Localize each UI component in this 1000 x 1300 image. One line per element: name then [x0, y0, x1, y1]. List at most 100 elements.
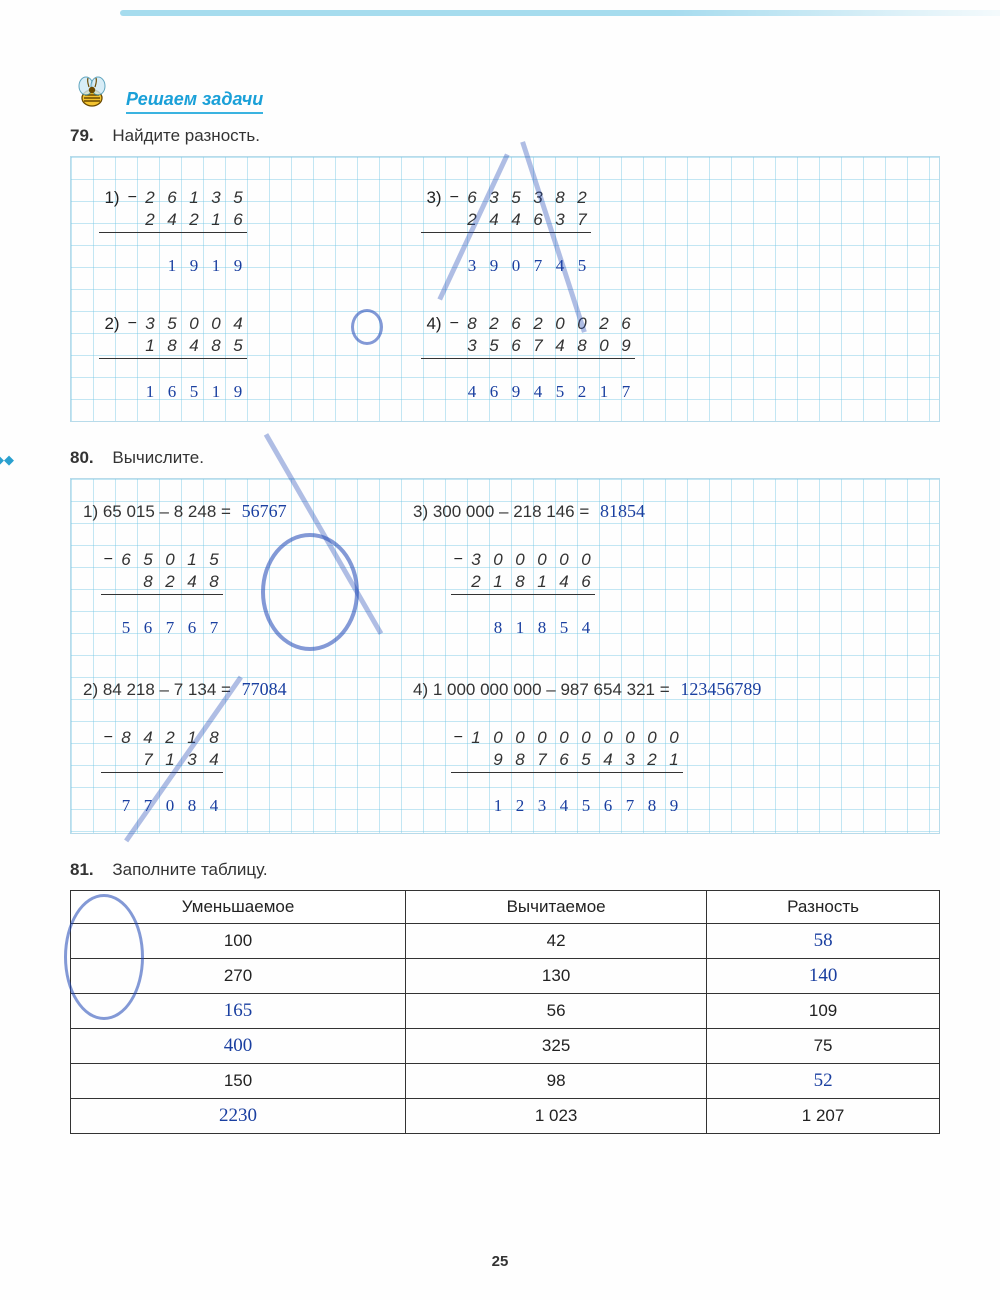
d: 6 [161, 188, 183, 208]
col-1: − 65015 8248 56767 [101, 549, 225, 639]
d: 0 [575, 550, 597, 570]
d: 5 [549, 382, 571, 402]
d: 2 [571, 382, 593, 402]
d: 0 [641, 728, 663, 748]
table-cell: 1 207 [707, 1099, 940, 1134]
d: 0 [509, 728, 531, 748]
table-cell: 140 [707, 959, 940, 994]
task-81-line: 81. Заполните таблицу. [70, 860, 940, 880]
d: 7 [531, 750, 553, 770]
d: 8 [487, 618, 509, 638]
table-cell: 400 [71, 1029, 406, 1064]
d: 2 [483, 314, 505, 334]
d: 5 [227, 188, 249, 208]
sub-2-label: 2) [99, 314, 125, 334]
d: 4 [527, 382, 549, 402]
d: 5 [115, 618, 137, 638]
d: 8 [181, 796, 203, 816]
d: 2 [183, 210, 205, 230]
d: 6 [615, 314, 637, 334]
d: 8 [571, 336, 593, 356]
d: 2 [509, 796, 531, 816]
d: 5 [161, 314, 183, 334]
d: 3 [619, 750, 641, 770]
task-81-wrap: Уменьшаемое Вычитаемое Разность 10042582… [70, 890, 940, 1134]
d: 5 [203, 550, 225, 570]
table-cell: 325 [406, 1029, 707, 1064]
col-2: − 84218 7134 77084 [101, 727, 225, 817]
d: 0 [553, 550, 575, 570]
sub-3: 3)− 635382 244637 390745 [421, 187, 593, 277]
page-number: 25 [0, 1253, 1000, 1270]
d: 1 [205, 210, 227, 230]
d: 1 [183, 188, 205, 208]
d: 8 [509, 572, 531, 592]
d: 0 [553, 728, 575, 748]
d: 0 [159, 796, 181, 816]
d: 1 [181, 550, 203, 570]
d: 6 [553, 750, 575, 770]
eq-3: 3) 300 000 – 218 146 = 81854 [413, 501, 645, 522]
eq-3-ans: 81854 [600, 501, 645, 521]
d: 8 [137, 572, 159, 592]
task-80-text: Вычислите. [112, 448, 204, 467]
d: 4 [183, 336, 205, 356]
d: 2 [571, 188, 593, 208]
d: 6 [505, 314, 527, 334]
table-cell: 150 [71, 1064, 406, 1099]
th-difference: Разность [707, 891, 940, 924]
eq-2-text: 2) 84 218 – 7 134 = [83, 680, 231, 699]
d: 3 [461, 336, 483, 356]
d: 8 [509, 750, 531, 770]
d: 6 [161, 382, 183, 402]
d: 1 [487, 572, 509, 592]
d: 0 [205, 314, 227, 334]
d: 0 [593, 336, 615, 356]
table-cell: 42 [406, 924, 707, 959]
eq-1: 1) 65 015 – 8 248 = 56767 [83, 501, 287, 522]
d: 3 [205, 188, 227, 208]
d: 6 [227, 210, 249, 230]
d: 6 [181, 618, 203, 638]
table-row: 22301 0231 207 [71, 1099, 940, 1134]
d: 1 [205, 256, 227, 276]
ink-oval [64, 894, 144, 1020]
table-row: 270130140 [71, 959, 940, 994]
d: 1 [531, 572, 553, 592]
d: 1 [593, 382, 615, 402]
ink-big-circle [261, 533, 359, 651]
d: 6 [137, 618, 159, 638]
th-subtrahend: Вычитаемое [406, 891, 707, 924]
d: 8 [549, 188, 571, 208]
d: 4 [505, 210, 527, 230]
d: 9 [483, 256, 505, 276]
task-79-text: Найдите разность. [112, 126, 260, 145]
d: 2 [159, 572, 181, 592]
d: 9 [663, 796, 685, 816]
table-row: 16556109 [71, 994, 940, 1029]
d: 1 [139, 336, 161, 356]
d: 0 [159, 550, 181, 570]
task-81-num: 81. [70, 860, 94, 879]
page: Решаем задачи 79. Найдите разность. 1)− … [0, 0, 1000, 1300]
d: 5 [571, 256, 593, 276]
eq-1-ans: 56767 [242, 501, 287, 521]
d: 8 [205, 336, 227, 356]
table-cell: 75 [707, 1029, 940, 1064]
table-cell: 2230 [71, 1099, 406, 1134]
table-cell: 1 023 [406, 1099, 707, 1134]
d: 8 [641, 796, 663, 816]
table-header-row: Уменьшаемое Вычитаемое Разность [71, 891, 940, 924]
d: 2 [139, 210, 161, 230]
eq-1-text: 1) 65 015 – 8 248 = [83, 502, 231, 521]
d: 8 [115, 728, 137, 748]
d: 9 [505, 382, 527, 402]
d: 3 [465, 550, 487, 570]
d: 7 [619, 796, 641, 816]
sub-2: 2)− 35004 18485 16519 [99, 313, 249, 403]
ink-circle [351, 309, 383, 345]
d: 3 [531, 796, 553, 816]
d: 8 [461, 314, 483, 334]
d: 0 [487, 728, 509, 748]
d: 7 [527, 256, 549, 276]
